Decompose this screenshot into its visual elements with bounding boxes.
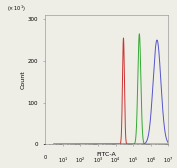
Text: $(\times\,10^1)$: $(\times\,10^1)$ (7, 4, 26, 14)
Text: $10^5$: $10^5$ (128, 155, 138, 164)
Y-axis label: Count: Count (21, 70, 26, 89)
Text: $10^1$: $10^1$ (58, 155, 68, 164)
Text: $10^2$: $10^2$ (75, 155, 85, 164)
X-axis label: FITC-A: FITC-A (97, 152, 116, 157)
Text: $10^4$: $10^4$ (110, 155, 121, 164)
Text: 0: 0 (43, 155, 46, 160)
Text: $10^6$: $10^6$ (146, 155, 156, 164)
Text: $10^7$: $10^7$ (163, 155, 173, 164)
Text: $10^3$: $10^3$ (93, 155, 103, 164)
